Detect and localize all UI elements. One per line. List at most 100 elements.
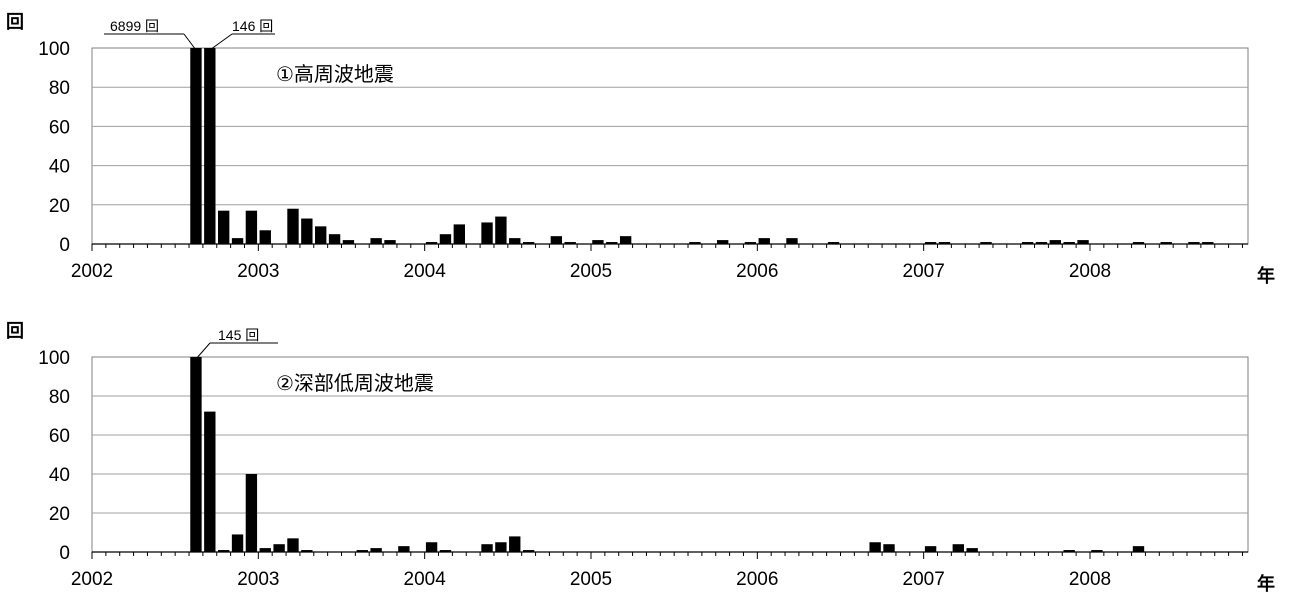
chart-title: ②深部低周波地震 (276, 372, 434, 395)
bar (481, 222, 493, 244)
bar (522, 242, 535, 244)
bar (1188, 242, 1200, 244)
y-tick-label: 100 (38, 348, 70, 369)
y-tick-label: 80 (49, 387, 70, 408)
bar (938, 242, 951, 244)
callout-label: 6899 回 (110, 18, 159, 34)
y-tick-label: 0 (59, 543, 70, 564)
callout-leader (209, 33, 233, 51)
bar (245, 210, 258, 244)
bar (550, 236, 563, 244)
bar (1063, 550, 1075, 552)
y-tick-label: 60 (49, 117, 70, 138)
bar (356, 550, 368, 552)
bar (744, 242, 757, 244)
bar (758, 238, 770, 244)
bar (204, 411, 216, 552)
bar (1091, 550, 1103, 552)
bar (564, 242, 576, 244)
x-tick-label: 2007 (903, 261, 945, 282)
y-tick-label: 20 (49, 504, 70, 525)
x-tick-label: 2005 (570, 261, 612, 282)
x-tick-label: 2006 (736, 261, 778, 282)
bar (190, 48, 202, 244)
bar (1021, 242, 1034, 244)
bar (217, 550, 230, 552)
bar (716, 240, 729, 244)
bar (1035, 242, 1048, 244)
bar (1202, 242, 1214, 244)
bar (287, 208, 299, 244)
bar (606, 242, 618, 244)
bar (231, 238, 244, 244)
bar (481, 544, 493, 552)
bar (1132, 546, 1145, 552)
x-tick-label: 2003 (237, 261, 279, 282)
chart-title: ①高周波地震 (276, 63, 394, 86)
bar (287, 538, 299, 552)
bar (217, 210, 230, 244)
callout-leader (183, 33, 197, 51)
bar (786, 238, 798, 244)
x-tick-label: 2005 (570, 569, 612, 590)
bar (398, 546, 410, 552)
bar (259, 230, 271, 244)
x-tick-label: 2008 (1069, 261, 1111, 282)
plot-area (91, 47, 1249, 245)
x-tick-label: 2008 (1069, 569, 1111, 590)
bar (1077, 240, 1089, 244)
callout-label: 145 回 (218, 327, 259, 343)
bar (522, 550, 535, 552)
bar (245, 474, 258, 552)
y-tick-label: 20 (49, 196, 70, 217)
bar (370, 548, 382, 552)
x-unit-label: 年 (1257, 573, 1275, 594)
bar (619, 236, 632, 244)
callout-label: 146 回 (232, 18, 273, 34)
plot-area (91, 356, 1249, 553)
bar (924, 546, 937, 552)
x-tick-label: 2007 (903, 569, 945, 590)
bar (231, 534, 244, 552)
x-tick-label: 2002 (71, 569, 113, 590)
bar (1049, 240, 1062, 244)
bar (592, 240, 604, 244)
bar (315, 226, 327, 244)
callout-leader (195, 342, 211, 360)
bar (1063, 242, 1075, 244)
x-tick-label: 2004 (404, 261, 447, 282)
y-tick-label: 100 (38, 39, 70, 60)
bar (827, 242, 840, 244)
x-tick-label: 2004 (404, 569, 447, 590)
bar (384, 240, 396, 244)
bar (689, 242, 701, 244)
y-tick-label: 80 (49, 78, 70, 99)
bar (509, 536, 521, 552)
bar (453, 224, 465, 244)
bar (439, 550, 452, 552)
x-tick-label: 2003 (237, 569, 279, 590)
bar (924, 242, 937, 244)
bar (425, 242, 438, 244)
bar (204, 48, 216, 244)
bar (966, 548, 978, 552)
bar (952, 544, 964, 552)
bar (883, 544, 895, 552)
chart-panel-1: 0 20 40 60 80 100 2002 2003 2004 2005 2006 2007 2008… (6, 12, 1275, 286)
bar (273, 544, 285, 552)
bar (190, 357, 202, 552)
bar (439, 234, 452, 244)
bar (425, 542, 438, 552)
y-unit-label: 回 (6, 321, 24, 341)
bar (869, 542, 881, 552)
x-tick-label: 2006 (736, 569, 778, 590)
bar (370, 238, 382, 244)
bar (328, 234, 341, 244)
y-tick-label: 40 (49, 465, 70, 486)
x-tick-label: 2002 (71, 261, 113, 282)
bar (1132, 242, 1145, 244)
bar (259, 548, 271, 552)
bar (342, 240, 355, 244)
